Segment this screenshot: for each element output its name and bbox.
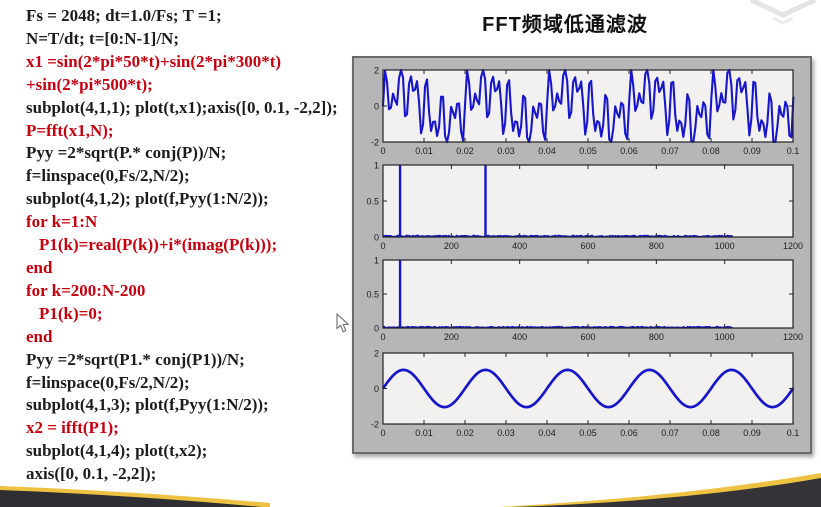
x-tick-label: 0.09 [743,428,761,438]
x-tick-label: 0.01 [415,428,433,438]
x-tick-label: 800 [649,332,664,342]
x-tick-label: 0.07 [661,146,679,156]
subplot-3: 0 200 400 600 800 1000 1200 0 0.5 1 [366,256,803,343]
x-tick-label: 0.02 [456,146,474,156]
x-tick-label: 0.06 [620,146,638,156]
y-tick-label: 1 [374,161,379,171]
x-tick-label: 600 [580,332,595,342]
code-line: f=linspace(0,Fs/2,N/2); [26,166,190,186]
x-tick-label: 0.1 [787,428,800,438]
ribbon-dark-right [512,478,821,507]
code-line: x1 =sin(2*pi*50*t)+sin(2*pi*300*t) [26,51,282,71]
code-line: subplot(4,1,1); plot(t,x1);axis([0, 0.1,… [26,97,338,117]
x-tick-label: 0 [380,332,385,342]
code-line: P1(k)=0; [39,303,103,323]
x-tick-label: 0.02 [456,428,474,438]
subplot-1: 0 0.01 0.02 0.03 0.04 0.05 0.06 0.07 0.08 0.09 0.1… [371,66,799,157]
x-tick-label: 0 [380,146,385,156]
code-line: P=fft(x1,N); [26,120,114,140]
x-tick-label: 0.05 [579,428,597,438]
code-line: end [26,326,53,346]
x-tick-label: 800 [649,241,664,251]
matlab-figure-window: 0 0.01 0.02 0.03 0.04 0.05 0.06 0.07 0.08 0.09 0.1… [352,56,812,454]
code-line: end [26,257,53,277]
x-tick-label: 0.07 [661,428,679,438]
x-tick-label: 1200 [783,241,803,251]
code-line: +sin(2*pi*500*t); [26,74,153,94]
code-line: x2 = ifft(P1); [26,418,119,438]
ribbon-gold-right [498,473,821,507]
code-line: f=linspace(0,Fs/2,N/2); [26,372,190,392]
x-tick-label: 0.09 [743,146,761,156]
x-tick-label: 400 [512,241,527,251]
x-tick-label: 0.03 [497,146,515,156]
code-line: N=T/dt; t=[0:N-1]/N; [26,28,179,48]
x-tick-label: 0.01 [415,146,433,156]
x-tick-label: 0.06 [620,428,638,438]
y-tick-label: 0 [374,324,379,334]
x-tick-label: 0.1 [787,146,800,156]
subplot-2: 0 200 400 600 800 1000 1200 0 0.5 1 [366,161,803,252]
y-tick-label: -2 [371,420,379,430]
x-tick-label: 400 [512,332,527,342]
ribbon-dark-left [0,490,262,507]
subplot-4: 0 0.01 0.02 0.03 0.04 0.05 0.06 0.07 0.08 0.09 0.1… [371,349,799,439]
y-tick-label: 0 [374,233,379,243]
y-tick-label: 0 [374,102,379,112]
x-tick-label: 0.04 [538,428,556,438]
code-line: for k=200:N-200 [26,280,146,300]
y-tick-label: 0 [374,384,379,394]
y-tick-label: 2 [374,66,379,76]
matlab-code-listing: Fs = 2048; dt=1.0/Fs; T =1; N=T/dt; t=[0:… [26,5,356,486]
x-tick-label: 0 [380,428,385,438]
mouse-cursor-icon [336,313,350,333]
x-tick-label: 0.04 [538,146,556,156]
x-tick-label: 0.05 [579,146,597,156]
x-tick-label: 1200 [783,332,803,342]
y-tick-label: -2 [371,138,379,148]
ribbon-gold-left [0,486,270,507]
code-line: Pyy =2*sqrt(P.* conj(P))/N; [26,143,227,163]
code-line: for k=1:N [26,212,98,232]
y-tick-label: 1 [374,256,379,266]
x-tick-label: 1000 [715,332,735,342]
y-tick-label: 0.5 [366,290,379,300]
logo-watermark-icon [749,0,817,25]
x-tick-label: 600 [580,241,595,251]
x-tick-label: 200 [444,332,459,342]
x-tick-label: 200 [444,241,459,251]
code-line: Fs = 2048; dt=1.0/Fs; T =1; [26,6,222,25]
x-tick-label: 0.08 [702,428,720,438]
page-title: FFT频域低通滤波 [482,14,648,36]
code-line: subplot(4,1,2); plot(f,Pyy(1:N/2)); [26,189,269,209]
x-tick-label: 1000 [715,241,735,251]
subplot-canvas: 0 0.01 0.02 0.03 0.04 0.05 0.06 0.07 0.08 0.09 0.1… [366,66,803,439]
code-line: axis([0, 0.1, -2,2]); [26,464,157,484]
x-tick-label: 0 [380,241,385,251]
code-line: P1(k)=real(P(k))+i*(imag(P(k))); [39,235,278,255]
code-line: subplot(4,1,4); plot(t,x2); [26,441,208,461]
y-tick-label: 0.5 [366,197,379,207]
x-tick-label: 0.08 [702,146,720,156]
code-line: subplot(4,1,3); plot(f,Pyy(1:N/2)); [26,395,269,415]
x-tick-label: 0.03 [497,428,515,438]
y-tick-label: 2 [374,349,379,359]
code-line: Pyy =2*sqrt(P1.* conj(P1))/N; [26,349,245,369]
